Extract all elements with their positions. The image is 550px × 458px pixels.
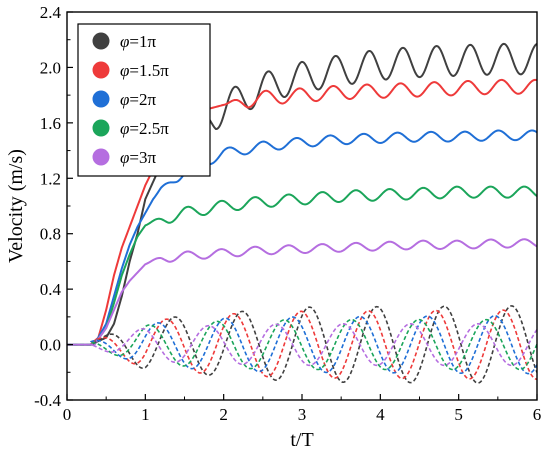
x-axis-label: t/T bbox=[290, 429, 313, 451]
y-tick-label: -0.4 bbox=[34, 391, 61, 410]
legend-marker bbox=[92, 119, 110, 137]
y-tick-label: 1.6 bbox=[40, 114, 61, 133]
legend-label: φ=2π bbox=[120, 90, 156, 109]
legend-marker bbox=[92, 32, 110, 50]
x-tick-label: 3 bbox=[298, 405, 307, 424]
y-tick-label: 2.0 bbox=[40, 58, 61, 77]
y-tick-label: 0.8 bbox=[40, 225, 61, 244]
y-tick-label: 1.2 bbox=[40, 169, 61, 188]
legend-label: φ=3π bbox=[120, 148, 156, 167]
fluctuation-line-5 bbox=[67, 322, 537, 367]
x-tick-label: 0 bbox=[63, 405, 72, 424]
velocity-line-4 bbox=[67, 185, 537, 346]
legend-marker bbox=[92, 90, 110, 108]
legend-marker bbox=[92, 61, 110, 79]
axis-tick-labels: 0 1 2 3 4 5 6 -0.4 0.0 0.4 0.8 1.2 1.6 2.0 2.4 bbox=[34, 3, 541, 424]
velocity-line-3 bbox=[67, 129, 537, 346]
plot-series-group bbox=[67, 42, 537, 384]
fluctuation-line-2 bbox=[67, 309, 537, 381]
velocity-line-1 bbox=[67, 42, 537, 346]
x-tick-label: 1 bbox=[141, 405, 150, 424]
legend-label: φ=1.5π bbox=[120, 61, 169, 80]
fluctuation-line-1 bbox=[67, 305, 537, 384]
x-tick-label: 6 bbox=[533, 405, 542, 424]
y-tick-label: 0.0 bbox=[40, 336, 61, 355]
y-axis-label: Velocity (m/s) bbox=[5, 149, 27, 263]
x-tick-label: 5 bbox=[454, 405, 463, 424]
x-tick-label: 2 bbox=[219, 405, 228, 424]
velocity-line-5 bbox=[67, 238, 537, 346]
legend-label: φ=1π bbox=[120, 32, 156, 51]
axis-ticks bbox=[66, 11, 538, 401]
legend: φ=1π φ=1.5π φ=2π φ=2.5π φ=3π bbox=[77, 23, 211, 177]
y-tick-label: 0.4 bbox=[40, 280, 62, 299]
legend-marker bbox=[92, 148, 110, 166]
legend-label: φ=2.5π bbox=[120, 119, 169, 138]
fluctuation-line-3 bbox=[67, 314, 537, 375]
x-tick-label: 4 bbox=[376, 405, 385, 424]
velocity-line-2 bbox=[67, 78, 537, 346]
y-tick-label: 2.4 bbox=[40, 3, 62, 22]
